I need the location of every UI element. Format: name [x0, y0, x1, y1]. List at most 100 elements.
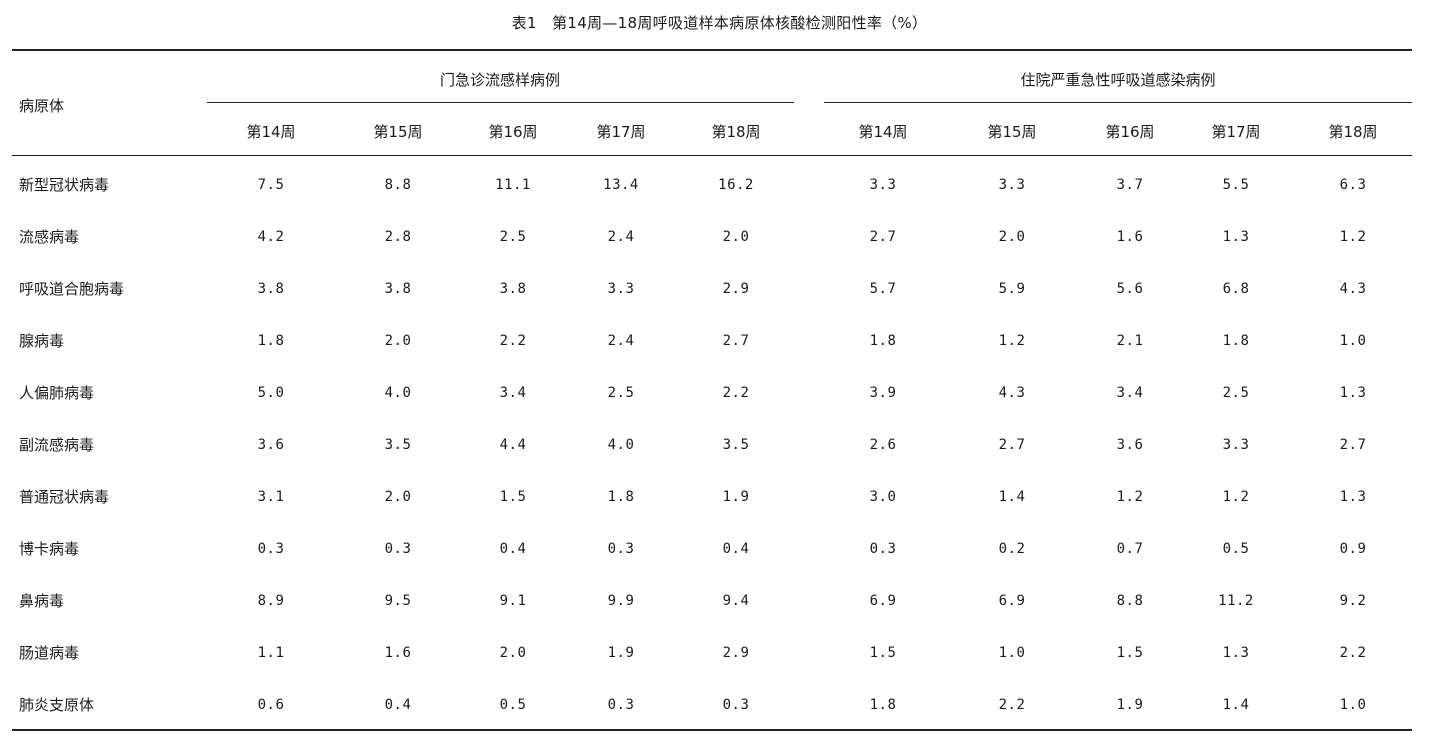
positive-rate-cell: 3.3: [869, 177, 897, 193]
positive-rate-cell: 0.7: [1116, 541, 1144, 557]
positive-rate-cell: 1.5: [499, 489, 527, 505]
pathogen-name: 呼吸道合胞病毒: [19, 280, 125, 298]
group-header-inpatient: 住院严重急性呼吸道感染病例: [1020, 71, 1216, 89]
table-bottom-rule: [12, 729, 1412, 731]
positive-rate-cell: 1.3: [1222, 229, 1250, 245]
group-header-outpatient: 门急诊流感样病例: [439, 71, 561, 89]
positive-rate-cell: 2.0: [384, 489, 412, 505]
positive-rate-cell: 0.3: [384, 541, 412, 557]
positive-rate-cell: 3.9: [869, 385, 897, 401]
positive-rate-cell: 3.8: [257, 281, 285, 297]
positive-rate-cell: 1.8: [869, 333, 897, 349]
positive-rate-cell: 0.4: [722, 541, 750, 557]
positive-rate-cell: 13.4: [603, 177, 639, 193]
positive-rate-cell: 2.7: [998, 437, 1026, 453]
positive-rate-cell: 3.6: [257, 437, 285, 453]
positive-rate-cell: 0.6: [257, 697, 285, 713]
positive-rate-cell: 1.2: [998, 333, 1026, 349]
positive-rate-cell: 2.5: [499, 229, 527, 245]
pathogen-name: 肺炎支原体: [19, 696, 95, 714]
pathogen-name: 副流感病毒: [19, 436, 95, 454]
positive-rate-cell: 1.5: [869, 645, 897, 661]
positive-rate-cell: 4.0: [384, 385, 412, 401]
positive-rate-cell: 1.2: [1339, 229, 1367, 245]
pathogen-name: 普通冠状病毒: [19, 488, 110, 506]
pathogen-name: 鼻病毒: [19, 592, 65, 610]
positive-rate-cell: 1.8: [1222, 333, 1250, 349]
positive-rate-cell: 0.5: [499, 697, 527, 713]
positive-rate-cell: 16.2: [718, 177, 754, 193]
positive-rate-cell: 3.4: [499, 385, 527, 401]
positive-rate-cell: 0.2: [998, 541, 1026, 557]
positive-rate-cell: 3.8: [384, 281, 412, 297]
week-header: 第15周: [987, 123, 1037, 141]
positive-rate-cell: 1.4: [1222, 697, 1250, 713]
positive-rate-cell: 0.9: [1339, 541, 1367, 557]
week-header: 第18周: [711, 123, 761, 141]
pathogen-name: 腺病毒: [19, 332, 65, 350]
pathogen-name: 肠道病毒: [19, 644, 80, 662]
positive-rate-cell: 9.2: [1339, 593, 1367, 609]
week-header: 第17周: [596, 123, 646, 141]
positive-rate-cell: 5.7: [869, 281, 897, 297]
week-header: 第18周: [1328, 123, 1378, 141]
positive-rate-cell: 1.8: [869, 697, 897, 713]
positive-rate-cell: 2.4: [607, 333, 635, 349]
positive-rate-cell: 1.9: [1116, 697, 1144, 713]
positive-rate-cell: 0.3: [607, 541, 635, 557]
positive-rate-cell: 2.7: [722, 333, 750, 349]
positive-rate-cell: 3.3: [1222, 437, 1250, 453]
positive-rate-cell: 5.5: [1222, 177, 1250, 193]
positive-rate-cell: 0.3: [607, 697, 635, 713]
positive-rate-cell: 2.0: [384, 333, 412, 349]
positive-rate-cell: 0.3: [257, 541, 285, 557]
positive-rate-cell: 11.1: [495, 177, 531, 193]
positive-rate-cell: 2.2: [1339, 645, 1367, 661]
positive-rate-cell: 1.8: [257, 333, 285, 349]
positive-rate-cell: 1.8: [607, 489, 635, 505]
positive-rate-cell: 0.5: [1222, 541, 1250, 557]
table-caption: 表1 第14周—18周呼吸道样本病原体核酸检测阳性率（%）: [511, 14, 928, 32]
positive-rate-cell: 3.1: [257, 489, 285, 505]
positive-rate-cell: 3.5: [384, 437, 412, 453]
positive-rate-cell: 1.3: [1222, 645, 1250, 661]
row-header-label: 病原体: [19, 97, 65, 115]
positive-rate-cell: 3.4: [1116, 385, 1144, 401]
positive-rate-cell: 3.8: [499, 281, 527, 297]
positive-rate-cell: 2.6: [869, 437, 897, 453]
positive-rate-cell: 9.5: [384, 593, 412, 609]
positive-rate-cell: 4.4: [499, 437, 527, 453]
positive-rate-cell: 2.9: [722, 281, 750, 297]
positive-rate-cell: 4.3: [1339, 281, 1367, 297]
positive-rate-cell: 1.9: [607, 645, 635, 661]
positive-rate-cell: 6.8: [1222, 281, 1250, 297]
positive-rate-cell: 2.2: [722, 385, 750, 401]
pathogen-name: 流感病毒: [19, 228, 80, 246]
positive-rate-cell: 5.6: [1116, 281, 1144, 297]
pathogen-name: 博卡病毒: [19, 540, 80, 558]
positive-rate-cell: 1.1: [257, 645, 285, 661]
positive-rate-cell: 2.0: [499, 645, 527, 661]
positive-rate-cell: 3.7: [1116, 177, 1144, 193]
positive-rate-cell: 1.9: [722, 489, 750, 505]
positive-rate-cell: 1.4: [998, 489, 1026, 505]
positive-rate-cell: 2.2: [499, 333, 527, 349]
positive-rate-cell: 1.5: [1116, 645, 1144, 661]
pathogen-name: 人偏肺病毒: [19, 384, 95, 402]
positive-rate-cell: 9.1: [499, 593, 527, 609]
positive-rate-cell: 1.0: [998, 645, 1026, 661]
positive-rate-cell: 8.8: [1116, 593, 1144, 609]
positive-rate-cell: 1.3: [1339, 385, 1367, 401]
positive-rate-cell: 2.5: [1222, 385, 1250, 401]
positive-rate-cell: 2.5: [607, 385, 635, 401]
group-rule-outpatient: [207, 102, 794, 103]
positive-rate-cell: 0.3: [722, 697, 750, 713]
positive-rate-cell: 9.4: [722, 593, 750, 609]
positive-rate-cell: 1.0: [1339, 697, 1367, 713]
group-rule-inpatient: [824, 102, 1412, 103]
week-header: 第14周: [246, 123, 296, 141]
week-header: 第16周: [488, 123, 538, 141]
table-top-rule: [12, 49, 1412, 51]
positive-rate-cell: 4.3: [998, 385, 1026, 401]
header-bottom-rule: [12, 155, 1412, 156]
